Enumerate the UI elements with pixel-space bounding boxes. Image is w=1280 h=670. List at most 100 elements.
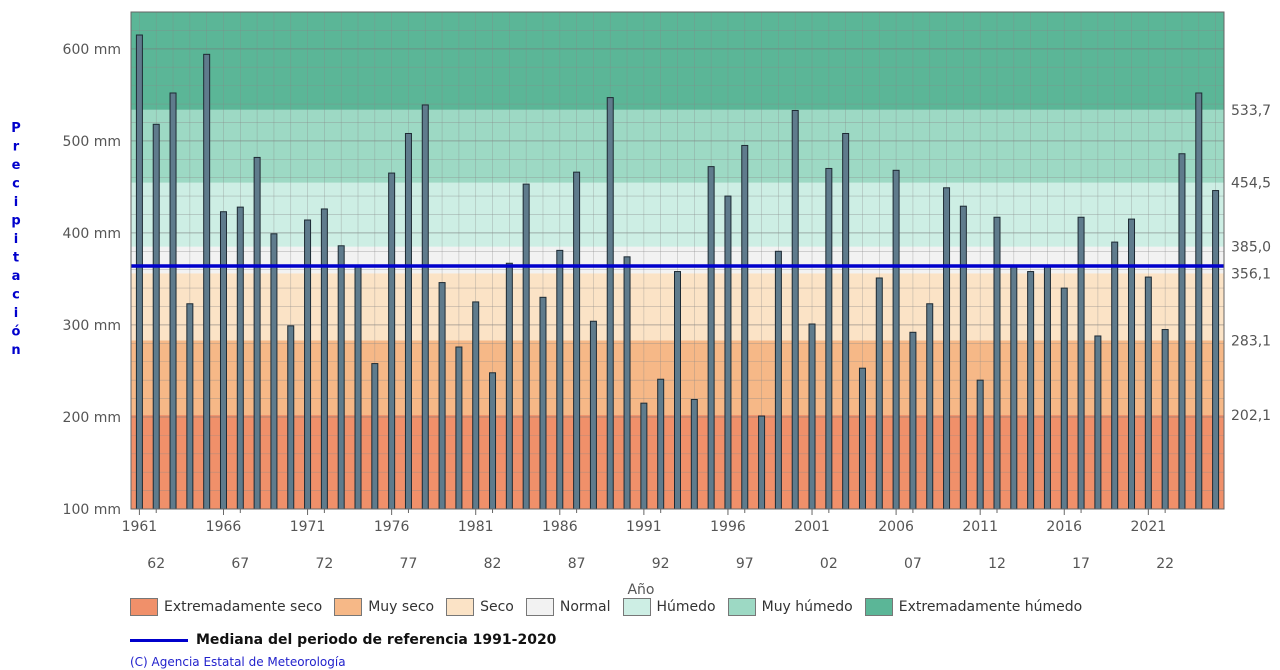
bar (169, 92, 177, 510)
y-tick-label: 400 mm (63, 226, 121, 242)
x-tick-label: 2016 (1046, 519, 1082, 535)
bar (472, 301, 480, 510)
x-axis-label: Año (627, 582, 654, 596)
bar (135, 34, 143, 510)
x-tick-label: 12 (988, 556, 1006, 572)
y-tick-label: 300 mm (63, 318, 121, 334)
bar (993, 216, 1001, 510)
y-axis-label-char: a (12, 269, 21, 284)
plot-frame (130, 11, 1225, 510)
x-tick-label: 17 (1072, 556, 1090, 572)
x-tick-label: 1976 (374, 519, 410, 535)
legend-swatch (130, 598, 158, 616)
legend-swatch (334, 598, 363, 616)
bar (337, 245, 345, 510)
legend-label: Muy seco (368, 599, 435, 615)
bar (438, 282, 446, 510)
threshold-label: 533,7 (1231, 103, 1271, 119)
bar (1043, 264, 1051, 510)
bar (1077, 216, 1085, 510)
axes-group: 100 mm 200 mm 300 mm 400 mm 500 mm 600 mm 533,… (63, 11, 1271, 572)
y-axis-label-char: c (12, 177, 20, 192)
x-tick-label: 97 (736, 556, 754, 572)
bar (589, 320, 597, 510)
y-axis-label-char: t (13, 251, 19, 266)
median-legend-line (130, 638, 188, 642)
y-axis-label-char: i (14, 195, 18, 210)
legend-item-extremadamente-humedo: Extremadamente húmedo (864, 598, 1083, 616)
threshold-label: 283,1 (1231, 333, 1271, 349)
bar (371, 363, 379, 510)
bar (1128, 218, 1136, 510)
legend-label: Seco (480, 599, 514, 615)
bar (741, 144, 749, 510)
legend-label: Extremadamente seco (164, 599, 323, 615)
precipitation-chart: 100 mm 200 mm 300 mm 400 mm 500 mm 600 mm 533,… (11, 11, 1271, 596)
bar (404, 132, 412, 510)
x-tick-label: 2006 (878, 519, 914, 535)
bar (354, 264, 362, 510)
legend-label: Extremadamente húmedo (898, 599, 1083, 615)
x-tick-label: 1966 (206, 519, 242, 535)
bar (674, 271, 681, 510)
legend: Extremadamente seco Muy seco Seco Normal… (130, 598, 1094, 616)
bar (808, 323, 816, 510)
x-tick-label: 92 (652, 556, 670, 572)
legend-swatch (727, 598, 756, 616)
bar (825, 167, 833, 510)
bar (539, 296, 547, 510)
bar (455, 346, 463, 510)
legend-swatch (525, 598, 554, 616)
x-tick-label: 22 (1156, 556, 1174, 572)
bar (690, 398, 698, 510)
threshold-label: 454,5 (1231, 176, 1271, 192)
legend-item-muy-humedo: Muy húmedo (727, 598, 853, 616)
bar (623, 256, 631, 510)
bar (573, 171, 581, 510)
bar (421, 104, 429, 510)
y-tick-label: 500 mm (63, 134, 121, 150)
bar (505, 262, 513, 510)
legend-item-extremadamente-seco: Extremadamente seco (130, 598, 322, 616)
threshold-label: 202,1 (1231, 408, 1271, 424)
x-tick-label: 62 (147, 556, 165, 572)
legend-item-humedo: Húmedo (622, 598, 716, 616)
bar (320, 208, 328, 510)
bar (489, 372, 497, 510)
bar (270, 233, 278, 510)
bar (791, 109, 799, 510)
bar (1111, 241, 1119, 510)
threshold-label: 385,0 (1231, 240, 1271, 256)
median-legend-label: Mediana del periodo de referencia 1991-2… (196, 632, 557, 648)
x-tick-label: 1986 (542, 519, 578, 535)
bar (1094, 335, 1102, 510)
x-tick-label: 07 (904, 556, 922, 572)
bar (556, 249, 564, 510)
y-tick-label: 600 mm (63, 42, 121, 58)
bar (959, 205, 967, 510)
bar (1060, 287, 1068, 510)
bar (388, 172, 396, 510)
bar (186, 303, 194, 510)
legend-label: Normal (559, 599, 611, 615)
bar (236, 206, 244, 510)
y-axis-label-char: r (13, 140, 20, 155)
bar (606, 97, 614, 510)
bar (219, 211, 227, 510)
bar (875, 277, 883, 510)
bar (758, 415, 766, 510)
bar (842, 132, 850, 510)
y-axis-label-char: i (14, 232, 18, 247)
bars-group (135, 34, 1220, 510)
x-tick-label: 87 (568, 556, 586, 572)
legend-label: Húmedo (656, 599, 716, 615)
credit-link[interactable]: (C) Agencia Estatal de Meteorología (130, 655, 346, 669)
x-tick-label: 1971 (290, 519, 326, 535)
legend-item-seco: Seco (446, 598, 514, 616)
x-tick-label: 72 (315, 556, 333, 572)
y-axis-label-char: p (11, 214, 20, 229)
median-legend: Mediana del periodo de referencia 1991-2… (130, 632, 556, 648)
x-tick-label: 1981 (458, 519, 494, 535)
x-tick-label: 02 (820, 556, 838, 572)
